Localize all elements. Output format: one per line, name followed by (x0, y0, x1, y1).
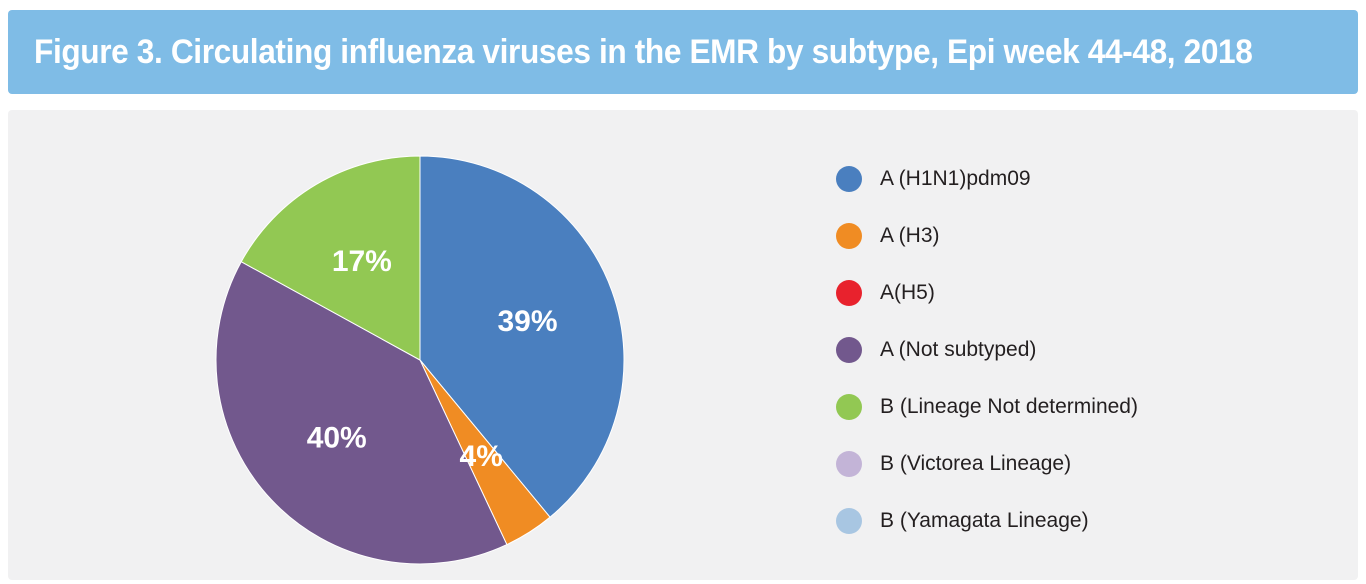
slice-label-a-h3: 4% (460, 440, 503, 473)
legend-item-a-h3: A (H3) (836, 207, 1138, 264)
legend-swatch (836, 222, 862, 249)
slice-label-b-lineage-not-determined: 17% (332, 245, 392, 278)
legend-label: A (H1N1)pdm09 (880, 166, 1031, 190)
legend-label: A (H3) (880, 223, 940, 247)
legend-item-a-h5: A(H5) (836, 264, 1138, 321)
slice-label-a-not-subtyped: 40% (307, 422, 367, 455)
pie-slice-a-h1n1-pdm09 (419, 155, 625, 518)
title-bar: Figure 3. Circulating influenza viruses … (8, 10, 1358, 94)
legend-swatch (836, 393, 862, 420)
legend-swatch (836, 450, 862, 477)
pie-chart: 39% 4% 40% 17% (215, 155, 625, 565)
legend: A (H1N1)pdm09 A (H3) A(H5) A (Not subtyped)… (836, 150, 1138, 549)
legend-label: B (Victorea Lineage) (880, 451, 1072, 475)
legend-label: B (Lineage Not determined) (880, 394, 1138, 418)
legend-label: A (Not subtyped) (880, 337, 1037, 361)
chart-title: Figure 3. Circulating influenza viruses … (34, 32, 1253, 71)
legend-item-a-not-subtyped: A (Not subtyped) (836, 321, 1138, 378)
legend-swatch (836, 165, 862, 192)
legend-label: A(H5) (880, 280, 935, 304)
legend-item-b-lineage-not-determined: B (Lineage Not determined) (836, 378, 1138, 435)
pie-slice-a-not-subtyped (215, 261, 508, 565)
legend-item-a-h1n1-pdm09: A (H1N1)pdm09 (836, 150, 1138, 207)
legend-swatch (836, 336, 862, 363)
chart-panel: 39% 4% 40% 17% A (H1N1)pdm09 A (H3) A(H5) A (N… (8, 110, 1358, 580)
pie-slice-b-lineage-not-determined (240, 155, 421, 361)
slice-label-a-h1n1-pdm09: 39% (497, 305, 557, 338)
legend-label: B (Yamagata Lineage) (880, 508, 1089, 532)
legend-swatch (836, 507, 862, 534)
legend-item-b-yamagata-lineage: B (Yamagata Lineage) (836, 492, 1138, 549)
legend-swatch (836, 279, 862, 306)
legend-item-b-victorea-lineage: B (Victorea Lineage) (836, 435, 1138, 492)
